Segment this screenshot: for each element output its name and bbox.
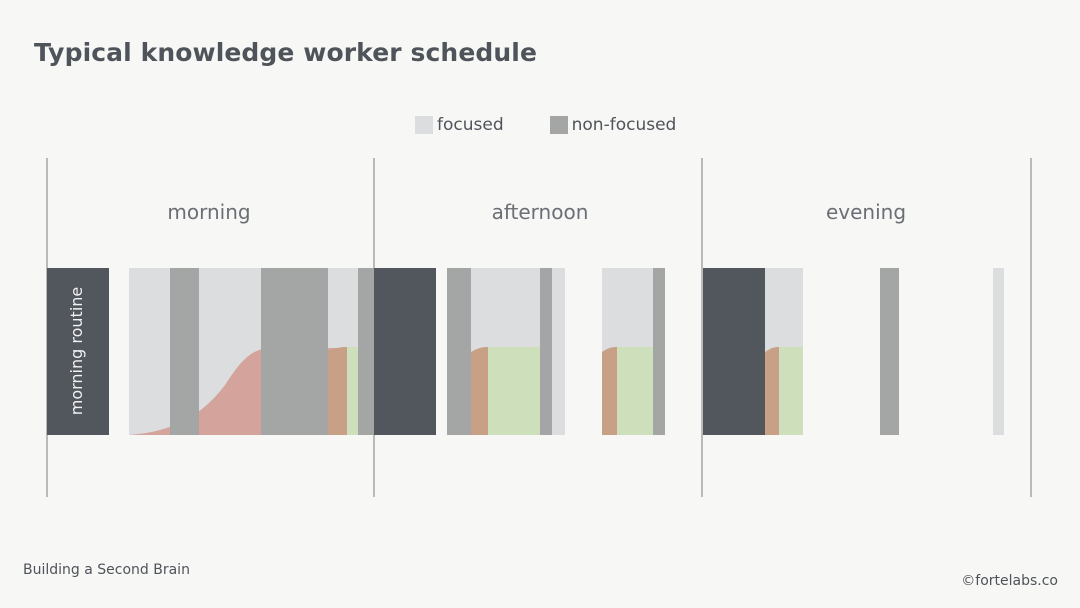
morning-interruption-2 [261,268,328,435]
morning-routine-block [47,268,109,435]
afternoon-ramp-orange-2 [602,347,617,435]
afternoon-dark-block [374,268,436,435]
evening-dark-block [703,268,765,435]
evening-light-sliver [993,268,1004,435]
afternoon-ramp-orange-1 [471,347,488,435]
morning-routine-label: morning routine [67,287,86,416]
morning-ramp-orange [328,350,347,435]
legend-focused: focused [415,115,504,135]
legend-non-focused: non-focused [549,115,677,135]
morning-interruption-3 [358,268,374,435]
legend-non-focused-swatch [549,116,568,134]
legend-focused-swatch [415,116,433,134]
morning-interruption-1 [170,268,199,435]
evening-interruption [880,268,899,435]
period-label-morning: morning [167,200,250,224]
footer-copyright: ©fortelabs.co [961,573,1058,589]
afternoon-interruption-2 [540,268,552,435]
page-title: Typical knowledge worker schedule [34,38,537,67]
afternoon-flow-green-2 [617,347,653,435]
evening-flow-green [779,347,803,435]
afternoon-interruption-1 [447,268,471,435]
period-label-evening: evening [826,200,906,224]
legend-non-focused-label: non-focused [571,115,677,135]
legend: focused non-focused [415,115,722,135]
footer-book-title: Building a Second Brain [23,562,190,578]
afternoon-flow-green-1 [488,347,540,435]
afternoon-interruption-3 [653,268,665,435]
evening-ramp-orange [765,347,779,435]
morning-flow-green [347,347,359,435]
morning-ramp-orange-cap [328,347,347,352]
legend-focused-label: focused [437,115,504,135]
period-label-afternoon: afternoon [492,200,589,224]
